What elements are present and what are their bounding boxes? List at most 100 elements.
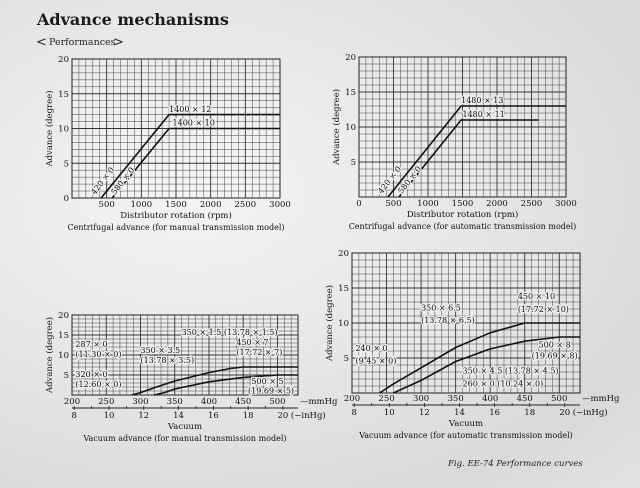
- data-label: 500 × 5: [251, 377, 283, 386]
- x-tick-label: 300: [132, 397, 148, 407]
- y-tick-label: 15: [58, 90, 69, 100]
- x-tick-label: 200: [344, 394, 360, 404]
- data-label: 260 × 0 (10.24 × 0): [463, 380, 544, 389]
- series-line-upper: [379, 322, 580, 394]
- x-tick-label: 400: [201, 397, 217, 407]
- data-label: (19.69 × 5): [248, 386, 294, 395]
- secondary-x-tick-label: 10: [384, 408, 395, 418]
- y-tick-label: 15: [345, 88, 356, 98]
- data-label: 350 × 4.5 (13.78 × 4.5): [463, 366, 559, 375]
- x-tick-label: 200: [64, 397, 80, 407]
- secondary-x-tick-label: 18: [243, 411, 254, 421]
- secondary-x-tick-label: 14: [454, 408, 465, 418]
- data-label: 1400 × 12: [169, 105, 211, 114]
- figure-caption: Fig. EE-74 Performance curves: [447, 459, 583, 469]
- secondary-x-unit-label: (−inHg): [573, 407, 608, 418]
- series-line-lower: [393, 336, 580, 394]
- secondary-x-tick-label: 12: [419, 408, 430, 418]
- x-tick-label: 1000: [417, 199, 439, 209]
- subtitle: Performances: [49, 37, 116, 48]
- data-label: 450 × 10: [518, 292, 555, 301]
- secondary-x-tick-label: 14: [173, 411, 184, 421]
- y-tick-label: 20: [58, 311, 69, 321]
- x-tick-label: 450: [235, 397, 251, 407]
- y-axis-label: Advance (degree): [44, 90, 55, 167]
- series-line-upper: [387, 105, 566, 198]
- x-axis-label: Vacuum: [167, 422, 202, 432]
- y-tick-label: 5: [64, 159, 69, 169]
- x-tick-label: 0: [356, 199, 361, 209]
- x-axis-label: Distributor rotation (rpm): [407, 209, 519, 220]
- data-label: (17.72 × 7): [236, 348, 282, 357]
- x-unit-label: —mmHg: [300, 397, 338, 407]
- data-label: (19.69 × 8): [532, 352, 578, 361]
- y-tick-label: 10: [345, 123, 356, 133]
- page-title: Advance mechanisms: [36, 10, 229, 29]
- secondary-x-tick-label: 12: [138, 411, 149, 421]
- y-tick-label: 0: [64, 194, 69, 204]
- subtitle-left-bracket: <: [36, 35, 47, 50]
- x-tick-label: 500: [385, 199, 401, 209]
- series-line-upper: [131, 366, 298, 396]
- chart-1: 0 5 10 15 20 500 1000 1500 2000 2500 3000 Distribut…: [44, 55, 291, 232]
- chart-3: 5 10 15 20 200 250 300 350 400 450 500 —mmHg 8 10 12 14…: [44, 311, 338, 443]
- y-tick-label: 10: [58, 125, 69, 135]
- data-label: 350 × 6.5: [421, 303, 461, 312]
- y-tick-label: 10: [338, 319, 349, 329]
- x-tick-label: 500: [551, 394, 567, 404]
- chart-caption: Centrifugal advance (for manual transmis…: [67, 223, 284, 232]
- x-tick-label: 1500: [452, 199, 474, 209]
- data-label: 1400 × 10: [173, 119, 215, 128]
- series-line-lower: [111, 127, 280, 199]
- gridlines: [72, 315, 298, 395]
- x-axis-label: Vacuum: [448, 419, 483, 429]
- x-unit-label: —mmHg: [582, 394, 620, 404]
- x-tick-label: 2500: [521, 199, 543, 209]
- subtitle-right-bracket: >: [113, 35, 124, 50]
- data-label: 500 × 8: [539, 341, 571, 350]
- data-label: 350 × 1.5 (13.78 × 1.5): [182, 328, 278, 337]
- chart-2: 5 10 15 20 0 500 1000 1500 2000 2500 3000 Distribut…: [331, 53, 577, 231]
- secondary-x-tick-label: 8: [71, 411, 76, 421]
- data-label: 1480 × 13: [461, 96, 503, 105]
- data-label: (17.72 × 10): [518, 305, 569, 314]
- x-tick-label: 3000: [269, 200, 291, 210]
- x-tick-label: 2500: [235, 200, 257, 210]
- y-tick-label: 5: [64, 371, 69, 381]
- series-line-lower: [153, 374, 298, 396]
- data-label: 287 × 0: [75, 340, 107, 349]
- series-line-upper: [100, 113, 280, 199]
- x-tick-label: 350: [448, 394, 464, 404]
- y-axis-label: Advance (degree): [331, 89, 342, 166]
- x-axis-label: Distributor rotation (rpm): [120, 210, 232, 221]
- data-label: 1480 × 11: [463, 110, 505, 119]
- chart-caption: Centrifugal advance (for automatic trans…: [349, 222, 577, 231]
- chart-caption: Vacuum advance (for automatic transmissi…: [358, 431, 573, 440]
- x-tick-label: 3000: [555, 199, 577, 209]
- data-label: 240 × 0: [355, 344, 387, 353]
- secondary-x-tick-label: 8: [351, 408, 356, 418]
- secondary-x-tick-label: 16: [208, 411, 219, 421]
- data-label: 350 × 3.5: [140, 346, 180, 355]
- y-tick-label: 10: [58, 351, 69, 361]
- x-tick-label: 250: [378, 394, 394, 404]
- secondary-x-tick-label: 20: [278, 411, 289, 421]
- x-tick-label: 400: [482, 394, 498, 404]
- x-tick-label: 250: [98, 397, 114, 407]
- x-tick-label: 500: [269, 397, 285, 407]
- y-tick-label: 20: [58, 55, 69, 65]
- y-axis-label: Advance (degree): [44, 317, 55, 394]
- y-tick-label: 20: [338, 249, 349, 259]
- x-tick-label: 450: [517, 394, 533, 404]
- data-label: (13.78 × 6.5): [421, 316, 475, 325]
- data-label: 320 × 0: [75, 370, 107, 379]
- chart-4: 5 10 15 20 200 250 300 350 400 450 500 —mmHg 8 10 12 14…: [324, 249, 620, 440]
- y-axis-label: Advance (degree): [324, 285, 335, 362]
- y-tick-label: 5: [344, 354, 349, 364]
- x-tick-label: 2000: [200, 200, 222, 210]
- y-tick-label: 5: [351, 158, 356, 168]
- data-label: 450 × 7: [236, 338, 268, 347]
- secondary-x-tick-label: 10: [104, 411, 115, 421]
- secondary-x-tick-label: 18: [524, 408, 535, 418]
